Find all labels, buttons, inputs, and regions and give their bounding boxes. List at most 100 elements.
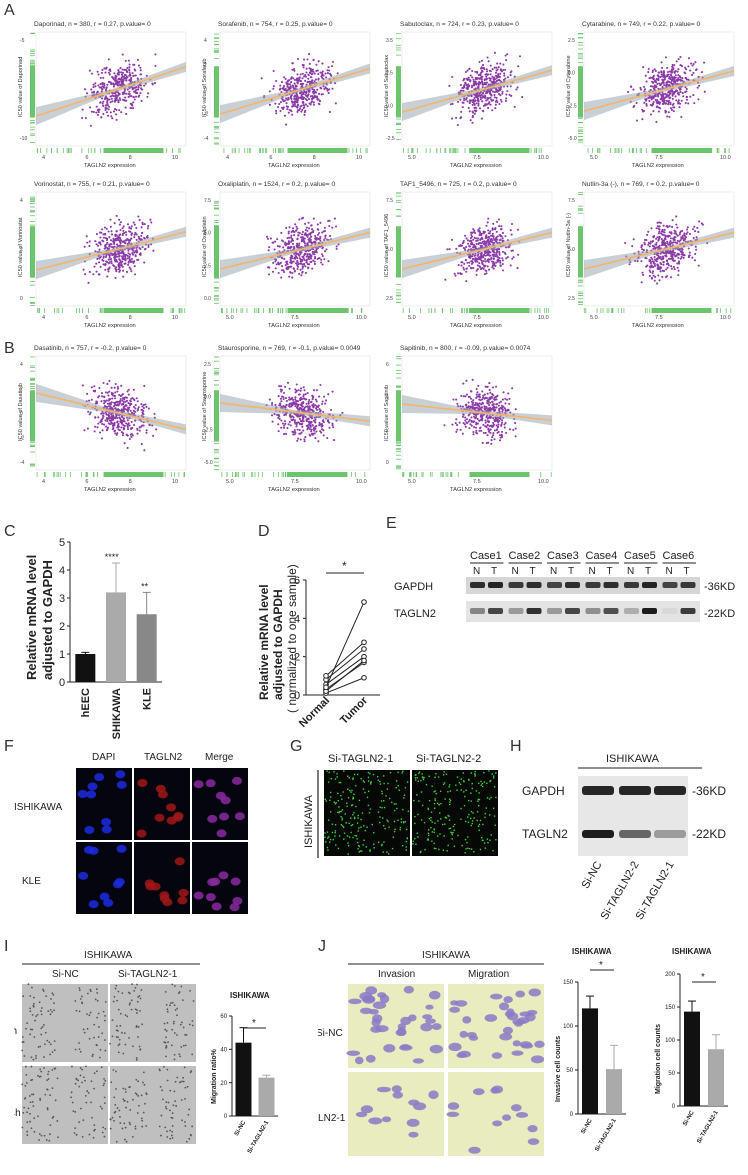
scatter-point bbox=[306, 255, 309, 258]
scatter-point bbox=[661, 103, 664, 106]
scatter-point bbox=[481, 96, 484, 99]
scatter-point bbox=[117, 263, 120, 266]
panel-letter-j: J bbox=[318, 938, 326, 955]
scatter-point bbox=[315, 408, 319, 411]
scatter-point bbox=[473, 109, 476, 112]
scatter-point bbox=[292, 227, 295, 230]
scatter-point bbox=[465, 83, 468, 87]
scatter-point bbox=[326, 72, 330, 75]
scatter-point bbox=[293, 82, 296, 85]
scatter-point bbox=[289, 261, 292, 264]
scatter-point bbox=[132, 221, 135, 224]
scatter-point bbox=[121, 256, 124, 259]
scatter-point bbox=[668, 97, 671, 100]
scatter-point bbox=[319, 221, 322, 224]
scatter-point bbox=[481, 109, 485, 112]
scatter-point bbox=[651, 104, 654, 107]
scatter-point bbox=[656, 236, 659, 239]
scatter-point bbox=[305, 259, 308, 262]
scatter-point bbox=[672, 249, 675, 252]
scatter-point bbox=[456, 123, 459, 127]
scatter-point bbox=[657, 257, 660, 260]
scatter-point bbox=[645, 103, 648, 106]
scatter-point bbox=[640, 281, 643, 284]
scatter-point bbox=[81, 384, 84, 387]
scatter-point bbox=[143, 261, 146, 264]
scatter-point bbox=[292, 267, 296, 271]
scatter-point bbox=[292, 229, 295, 233]
y-rug-dense bbox=[396, 66, 401, 118]
scatter-point bbox=[500, 100, 503, 103]
scatter-point bbox=[650, 264, 653, 267]
scatter-point bbox=[451, 117, 454, 120]
scatter-point bbox=[128, 66, 131, 69]
scatter-point bbox=[105, 243, 108, 246]
scatter-point bbox=[292, 86, 295, 89]
scatter-point bbox=[468, 67, 471, 70]
scatter-point bbox=[473, 82, 476, 86]
scatter-point bbox=[664, 276, 667, 279]
scatter-point bbox=[291, 68, 294, 71]
scatter-point bbox=[104, 263, 107, 266]
scatter-point bbox=[135, 397, 138, 400]
scatter-point bbox=[111, 76, 114, 79]
scatter-point bbox=[656, 225, 659, 228]
panel-letter-e: E bbox=[386, 515, 397, 532]
scatter-point bbox=[676, 262, 679, 265]
scatter-point bbox=[317, 60, 320, 63]
plot-area bbox=[35, 31, 187, 147]
x-rug-dense bbox=[469, 148, 530, 153]
scatter-point bbox=[485, 242, 488, 245]
scatter-point bbox=[676, 89, 679, 92]
scatter-point bbox=[118, 400, 121, 403]
scatter-point bbox=[123, 90, 126, 93]
panel-letter-f: F bbox=[4, 738, 14, 755]
scatter-point bbox=[495, 252, 498, 256]
scatter-point bbox=[122, 275, 125, 278]
scatter-point bbox=[117, 428, 120, 431]
scatter-point bbox=[118, 97, 121, 100]
scatter-point bbox=[688, 251, 691, 254]
scatter-point bbox=[100, 400, 103, 403]
scatter-point bbox=[114, 74, 117, 77]
scatter-point bbox=[304, 222, 307, 225]
scatter-point bbox=[464, 70, 467, 74]
scatter-point bbox=[140, 87, 143, 90]
y-tick-label: 5.0 bbox=[204, 231, 211, 237]
scatter-point bbox=[481, 64, 485, 67]
scatter-point bbox=[266, 235, 269, 238]
scatter-point bbox=[667, 235, 670, 238]
scatter-point bbox=[130, 420, 133, 423]
scatter-point bbox=[661, 79, 665, 82]
scatter-point bbox=[307, 93, 310, 96]
scatter-point bbox=[665, 93, 668, 96]
scatter-point bbox=[121, 68, 124, 71]
scatter-point bbox=[140, 403, 143, 406]
scatter-point bbox=[151, 82, 154, 85]
scatter-point bbox=[297, 389, 300, 392]
scatter-point bbox=[663, 244, 667, 247]
scatter-point bbox=[480, 71, 483, 74]
scatter-point bbox=[145, 429, 148, 432]
scatter-point bbox=[650, 256, 653, 259]
scatter-point bbox=[267, 249, 270, 252]
scatter-point bbox=[496, 220, 499, 223]
scatter-point bbox=[314, 404, 317, 407]
scatter-point bbox=[506, 256, 509, 259]
scatter-point bbox=[304, 415, 307, 418]
scatter-point bbox=[465, 270, 468, 273]
scatter-point bbox=[119, 221, 122, 224]
scatter-point bbox=[89, 106, 92, 109]
scatter-point bbox=[510, 249, 513, 252]
scatter-point bbox=[319, 71, 322, 74]
scatter-point bbox=[84, 273, 87, 276]
scatter-point bbox=[298, 231, 301, 235]
scatter-point bbox=[683, 232, 686, 235]
scatter-point bbox=[493, 241, 496, 244]
scatter-point bbox=[141, 223, 144, 226]
scatter-point bbox=[133, 423, 136, 427]
scatter-point bbox=[112, 94, 115, 97]
scatter-point bbox=[667, 103, 670, 106]
scatter-point bbox=[105, 405, 109, 408]
scatter-point bbox=[92, 110, 95, 114]
